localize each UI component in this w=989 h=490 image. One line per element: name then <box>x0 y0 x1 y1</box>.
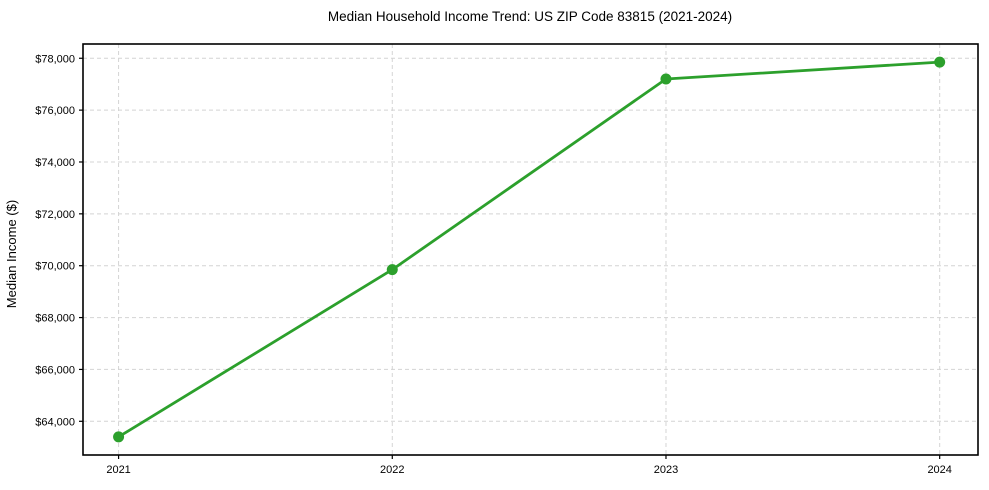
y-tick-label: $66,000 <box>35 364 75 376</box>
x-tick-label: 2024 <box>927 464 951 476</box>
tick-labels-layer: 2021 2022 2023 2024 $64,000 $66,000 $68,000 $70… <box>35 53 952 476</box>
data-point-marker <box>113 431 125 443</box>
chart-title: Median Household Income Trend: US ZIP Co… <box>328 9 732 24</box>
income-line-series <box>113 56 946 443</box>
x-tick-label: 2021 <box>106 464 130 476</box>
gridlines-layer <box>83 44 978 455</box>
y-tick-label: $76,000 <box>35 105 75 117</box>
data-point-marker <box>934 56 946 68</box>
y-axis-label: Median Income ($) <box>4 200 19 308</box>
y-tick-label: $78,000 <box>35 53 75 65</box>
data-point-marker <box>386 264 398 276</box>
y-tick-label: $68,000 <box>35 313 75 325</box>
y-tick-label: $70,000 <box>35 261 75 273</box>
y-tick-label: $72,000 <box>35 209 75 221</box>
x-tick-label: 2023 <box>654 464 678 476</box>
plot-border <box>82 43 979 456</box>
y-tick-label: $74,000 <box>35 157 75 169</box>
trend-line <box>117 60 942 439</box>
x-tick-label: 2022 <box>380 464 404 476</box>
data-point-marker <box>660 73 672 85</box>
axis-ticks-layer <box>79 57 941 459</box>
y-tick-label: $64,000 <box>35 416 75 428</box>
